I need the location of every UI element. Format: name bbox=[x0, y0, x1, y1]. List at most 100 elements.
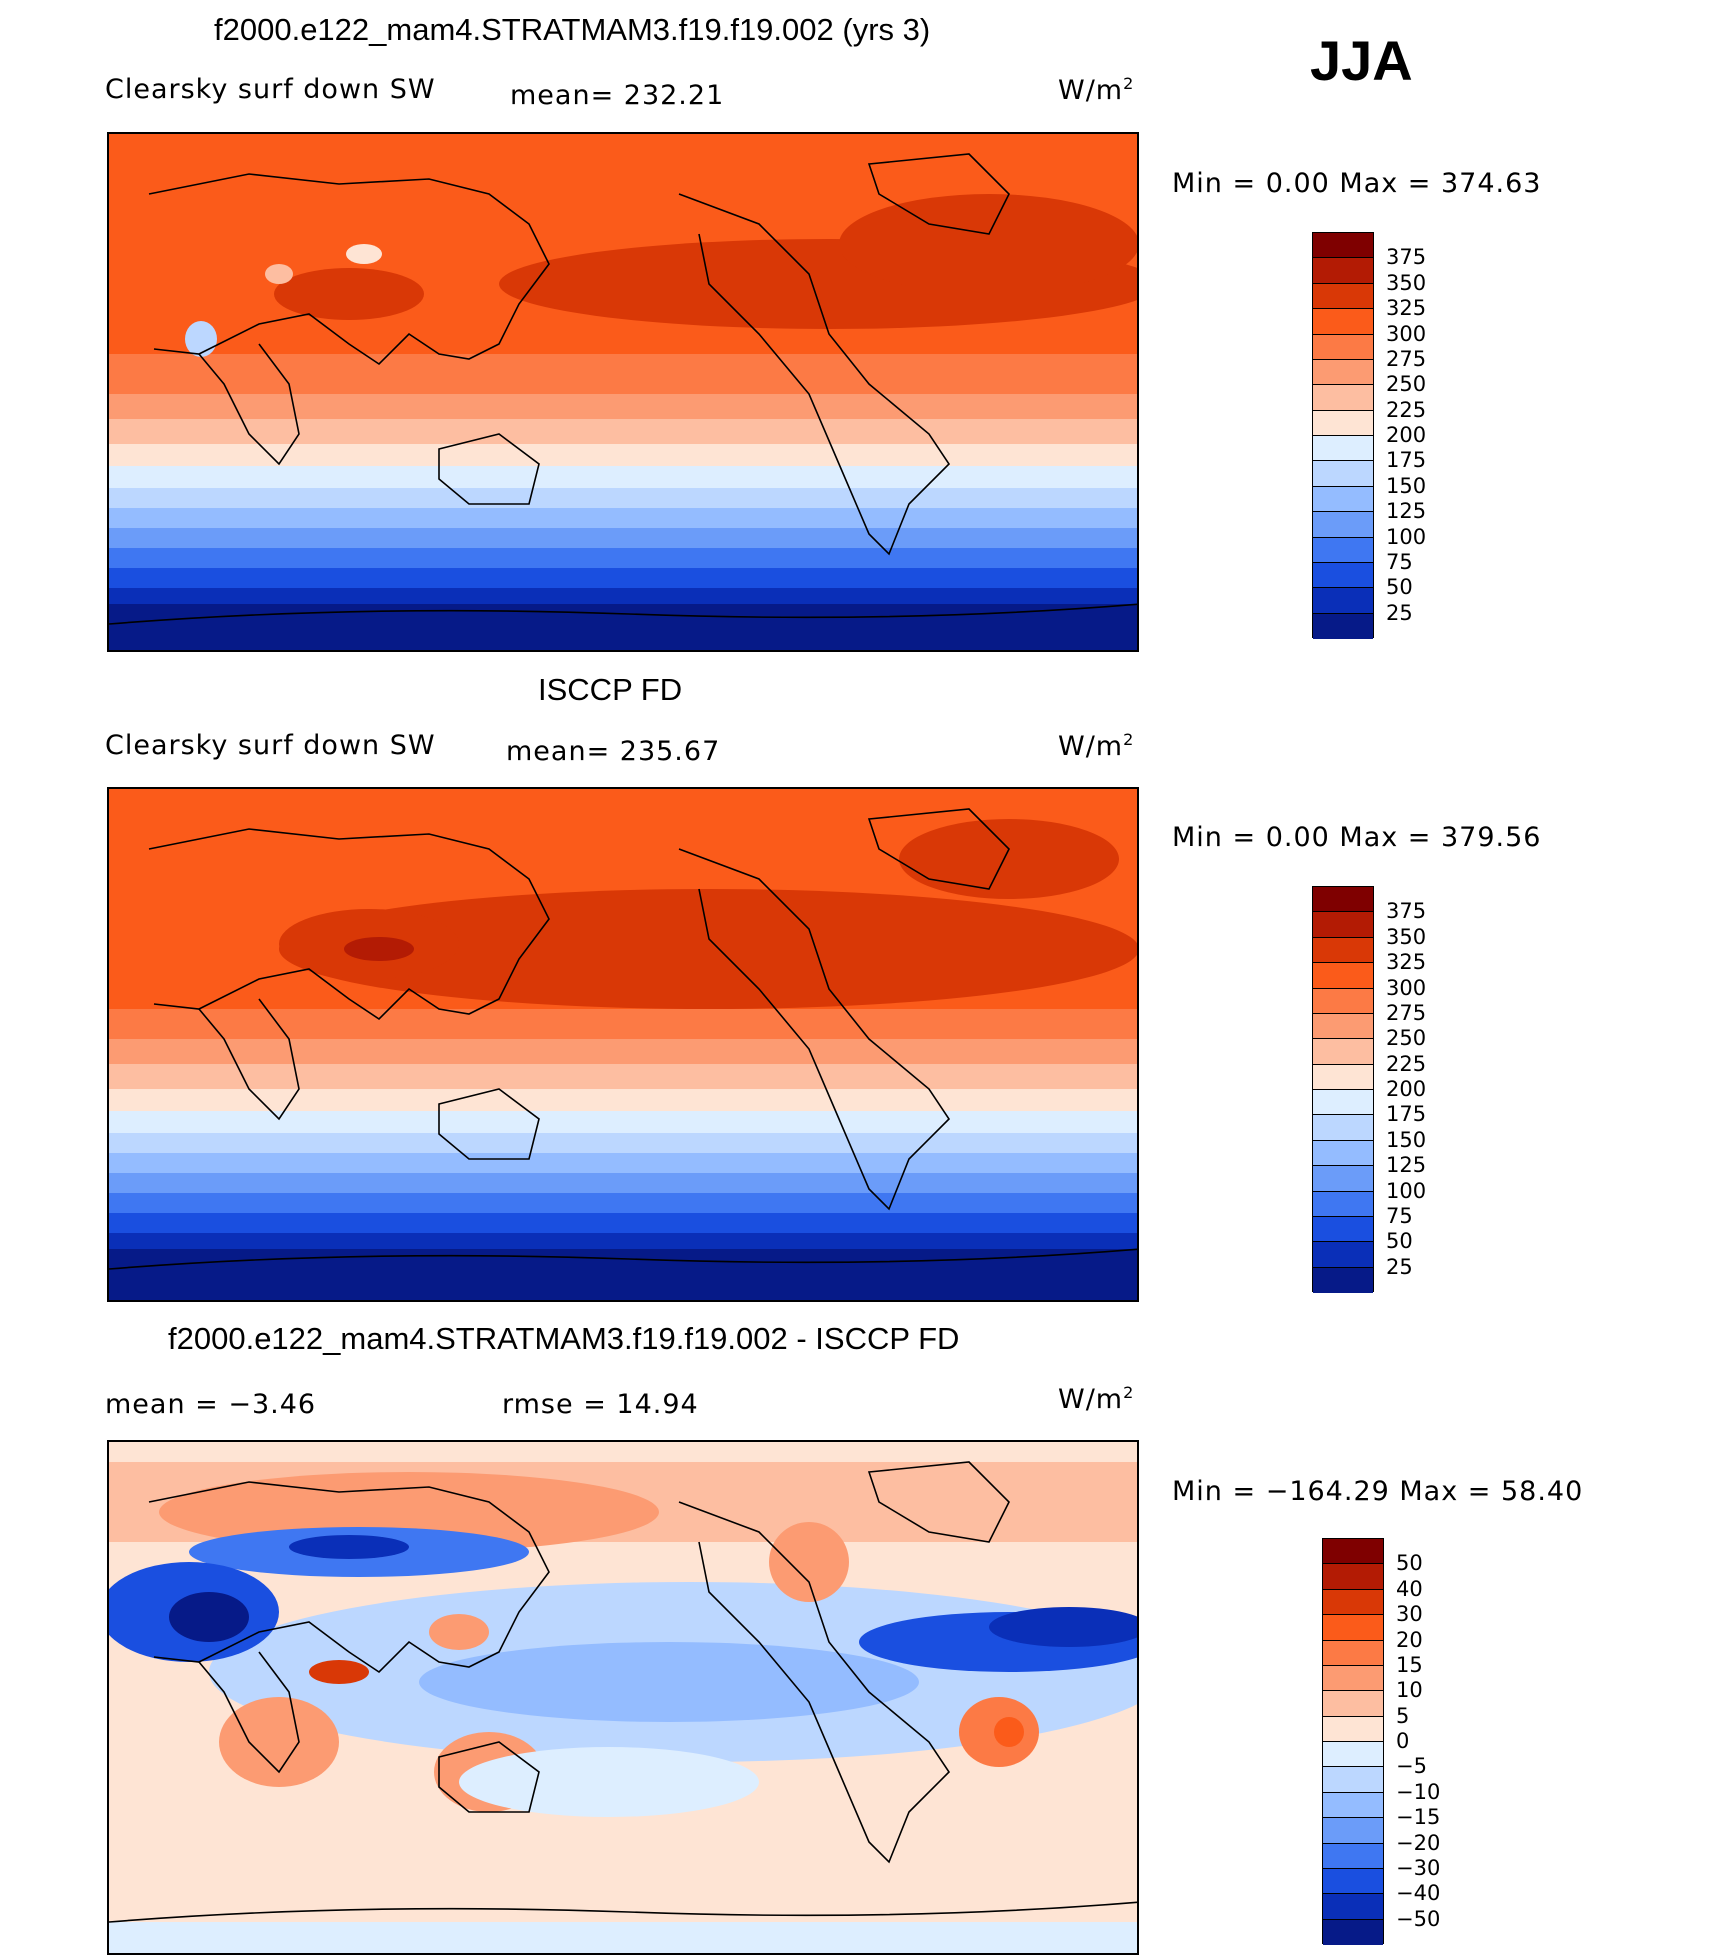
colorbar-tick-label: 15 bbox=[1396, 1652, 1423, 1677]
colorbar-tick-label: 50 bbox=[1396, 1551, 1423, 1576]
panel3-map bbox=[107, 1440, 1139, 1955]
colorbar-swatch bbox=[1323, 1894, 1383, 1920]
colorbar-swatch bbox=[1313, 359, 1373, 386]
colorbar-swatch bbox=[1323, 1843, 1383, 1869]
colorbar-tick-label: 325 bbox=[1386, 950, 1427, 975]
colorbar-swatch bbox=[1313, 258, 1373, 284]
panel2-mean: mean= 235.67 bbox=[506, 736, 721, 767]
colorbar-tick-label: 75 bbox=[1386, 549, 1413, 574]
colorbar-swatch bbox=[1313, 1191, 1373, 1217]
panel1-map bbox=[107, 132, 1139, 652]
colorbar-swatch bbox=[1313, 537, 1373, 563]
colorbar-swatch bbox=[1313, 988, 1373, 1014]
colorbar-swatch bbox=[1313, 385, 1373, 411]
colorbar-tick-label: 375 bbox=[1386, 899, 1427, 924]
colorbar-swatch bbox=[1313, 283, 1373, 310]
colorbar-swatch bbox=[1323, 1767, 1383, 1793]
colorbar-swatch bbox=[1313, 1166, 1373, 1192]
colorbar-tick-label: 5 bbox=[1396, 1703, 1410, 1728]
colorbar-swatch bbox=[1313, 436, 1373, 462]
colorbar-swatch bbox=[1313, 963, 1373, 989]
panel2-map bbox=[107, 787, 1139, 1302]
colorbar-tick-label: 25 bbox=[1386, 1254, 1413, 1279]
colorbar-tick-label: −30 bbox=[1396, 1855, 1441, 1880]
colorbar-tick-label: 350 bbox=[1386, 924, 1427, 949]
colorbar-swatch bbox=[1313, 562, 1373, 589]
colorbar-tick-label: 250 bbox=[1386, 1026, 1427, 1051]
colorbar-tick-label: 75 bbox=[1386, 1203, 1413, 1228]
colorbar-swatch bbox=[1313, 1039, 1373, 1065]
colorbar-tick-label: 100 bbox=[1386, 1178, 1427, 1203]
colorbar-tick-label: 40 bbox=[1396, 1576, 1423, 1601]
colorbar-tick-label: 200 bbox=[1386, 423, 1427, 447]
colorbar-tick-label: 175 bbox=[1386, 1102, 1427, 1127]
colorbar-swatch bbox=[1323, 1792, 1383, 1819]
colorbar-swatch bbox=[1313, 334, 1373, 360]
colorbar-swatch bbox=[1323, 1818, 1383, 1844]
panel3-mean: mean = −3.46 bbox=[105, 1389, 317, 1420]
panel1-unit: W/m2 bbox=[1058, 74, 1135, 106]
panel1-title: f2000.e122_mam4.STRATMAM3.f19.f19.002 (y… bbox=[214, 12, 931, 47]
panel2-unit: W/m2 bbox=[1058, 730, 1135, 762]
colorbar-swatch bbox=[1313, 613, 1373, 639]
colorbar-tick-label: 325 bbox=[1386, 296, 1427, 321]
colorbar-swatch bbox=[1323, 1742, 1383, 1768]
colorbar-swatch bbox=[1323, 1665, 1383, 1692]
colorbar-tick-label: 275 bbox=[1386, 346, 1427, 371]
colorbar-swatch bbox=[1313, 309, 1373, 335]
colorbar-swatch bbox=[1323, 1539, 1383, 1565]
colorbar-swatch bbox=[1323, 1716, 1383, 1742]
panel1-variable: Clearsky surf down SW bbox=[105, 74, 436, 105]
colorbar-swatch bbox=[1313, 1242, 1373, 1268]
colorbar-tick-label: 150 bbox=[1386, 1127, 1427, 1152]
panel1-mean: mean= 232.21 bbox=[510, 80, 725, 111]
panel1-range: Min = 0.00 Max = 374.63 bbox=[1172, 168, 1542, 199]
colorbar-swatch bbox=[1313, 1013, 1373, 1040]
colorbar-tick-label: −20 bbox=[1396, 1830, 1441, 1855]
panel3-colorbar bbox=[1322, 1538, 1384, 1945]
colorbar-swatch bbox=[1313, 1140, 1373, 1167]
colorbar-swatch bbox=[1323, 1564, 1383, 1590]
season-label: JJA bbox=[1310, 29, 1413, 92]
colorbar-tick-label: 125 bbox=[1386, 1153, 1427, 1178]
colorbar-swatch bbox=[1323, 1640, 1383, 1666]
colorbar-swatch bbox=[1313, 912, 1373, 938]
colorbar-swatch bbox=[1323, 1589, 1383, 1616]
colorbar-swatch bbox=[1313, 410, 1373, 436]
colorbar-swatch bbox=[1313, 937, 1373, 964]
colorbar-swatch bbox=[1323, 1919, 1383, 1945]
panel3-rmse: rmse = 14.94 bbox=[502, 1389, 699, 1420]
colorbar-swatch bbox=[1323, 1868, 1383, 1895]
colorbar-tick-label: 25 bbox=[1386, 600, 1413, 625]
colorbar-tick-label: 10 bbox=[1396, 1678, 1423, 1703]
colorbar-swatch bbox=[1313, 233, 1373, 259]
colorbar-tick-label: 300 bbox=[1386, 975, 1427, 1000]
colorbar-swatch bbox=[1313, 1090, 1373, 1116]
colorbar-swatch bbox=[1313, 486, 1373, 513]
colorbar-tick-label: −10 bbox=[1396, 1779, 1441, 1804]
colorbar-swatch bbox=[1313, 588, 1373, 614]
colorbar-swatch bbox=[1323, 1615, 1383, 1641]
panel2-variable: Clearsky surf down SW bbox=[105, 730, 436, 761]
colorbar-tick-label: 275 bbox=[1386, 1000, 1427, 1025]
colorbar-tick-label: 150 bbox=[1386, 473, 1427, 498]
colorbar-tick-label: 30 bbox=[1396, 1602, 1423, 1627]
colorbar-tick-label: −15 bbox=[1396, 1805, 1441, 1830]
colorbar-swatch bbox=[1313, 1115, 1373, 1141]
colorbar-tick-label: 125 bbox=[1386, 499, 1427, 524]
colorbar-swatch bbox=[1313, 887, 1373, 913]
panel3-range: Min = −164.29 Max = 58.40 bbox=[1172, 1476, 1584, 1507]
colorbar-tick-label: −50 bbox=[1396, 1906, 1441, 1931]
colorbar-tick-label: 50 bbox=[1386, 1229, 1413, 1254]
colorbar-tick-label: 20 bbox=[1396, 1627, 1423, 1652]
panel1-colorbar bbox=[1312, 232, 1374, 639]
colorbar-tick-label: 375 bbox=[1386, 245, 1427, 270]
colorbar-swatch bbox=[1313, 1064, 1373, 1090]
colorbar-swatch bbox=[1313, 1267, 1373, 1293]
panel2-colorbar bbox=[1312, 886, 1374, 1293]
colorbar-tick-label: 0 bbox=[1396, 1729, 1410, 1753]
colorbar-tick-label: 200 bbox=[1386, 1077, 1427, 1101]
colorbar-tick-label: −5 bbox=[1396, 1754, 1427, 1779]
colorbar-tick-label: 225 bbox=[1386, 1051, 1427, 1076]
colorbar-tick-label: 250 bbox=[1386, 372, 1427, 397]
